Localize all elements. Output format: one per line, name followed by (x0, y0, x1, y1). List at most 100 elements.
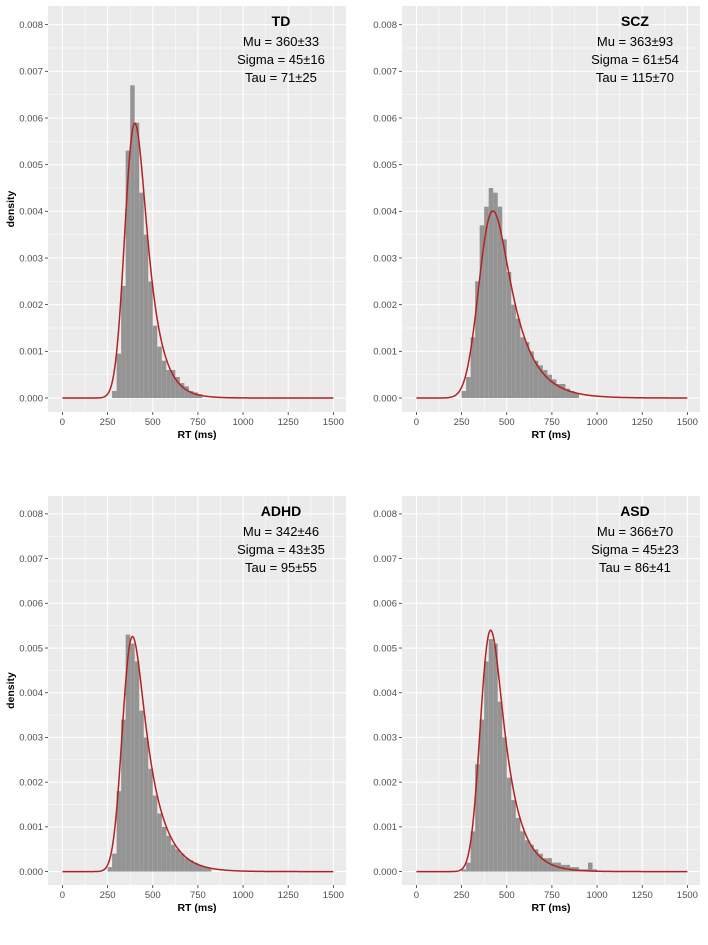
stat-annotation: Sigma = 43±35 (237, 542, 325, 557)
y-tick-label: 0.006 (19, 113, 43, 124)
y-axis-title: density (5, 672, 17, 709)
plot-background-scz (402, 6, 700, 412)
y-tick-label: 0.008 (373, 20, 397, 31)
histogram-bar (116, 791, 122, 872)
stat-annotation: Tau = 115±70 (596, 70, 674, 85)
y-tick-label: 0.006 (373, 599, 397, 610)
x-tick-label: 250 (454, 890, 470, 901)
y-tick-label: 0.006 (19, 599, 43, 610)
plot-background-adhd (48, 496, 346, 885)
histogram-bar (175, 849, 180, 872)
histogram-bar (493, 192, 498, 398)
x-axis-title: RT (ms) (531, 429, 570, 441)
histogram-bar (202, 867, 207, 872)
y-tick-label: 0.001 (373, 347, 397, 358)
y-tick-label: 0.005 (19, 643, 43, 654)
chart-svg-adhd: 0.000 0.001 0.002 0.003 0.004 0.005 0.006 0.007… (5, 496, 346, 914)
fit-curve-td (62, 122, 334, 399)
x-tick-label: 1000 (232, 890, 253, 901)
stat-annotation: Mu = 360±33 (243, 34, 319, 49)
y-tick-label: 0.007 (373, 554, 397, 565)
histogram-bar (461, 869, 467, 872)
histogram-bar (542, 858, 548, 872)
histogram-bar (157, 813, 162, 872)
y-tick-label: 0.001 (373, 822, 397, 833)
x-tick-label: 250 (100, 417, 116, 428)
histogram-bar (497, 206, 503, 398)
histogram-bar (533, 849, 539, 872)
x-tick-label: 1000 (232, 417, 253, 428)
x-tick-label: 0 (60, 890, 65, 901)
fit-curve-asd (416, 629, 688, 873)
panel-title-td: TD (272, 13, 291, 29)
y-axis-title: density (5, 190, 17, 227)
x-tick-label: 500 (145, 417, 161, 428)
y-tick-label: 0.004 (19, 688, 43, 699)
y-tick-label: 0.004 (373, 207, 397, 218)
histogram-bar (511, 304, 516, 398)
chart-svg-scz: 0.000 0.001 0.002 0.003 0.004 0.005 0.006 0.007… (373, 6, 700, 441)
histogram-bar (488, 639, 494, 872)
y-tick-label: 0.003 (19, 733, 43, 744)
histogram-bar (130, 85, 135, 398)
histogram-bar (143, 234, 149, 398)
histogram-bar (524, 840, 530, 872)
y-tick-label: 0.008 (19, 509, 43, 520)
plot-background-asd (402, 496, 700, 885)
x-tick-label: 1000 (586, 890, 607, 901)
histogram-bar (107, 867, 113, 872)
histogram-bar (148, 768, 153, 872)
y-tick-label: 0.002 (373, 300, 397, 311)
histogram-bar (551, 379, 557, 398)
histogram-bar (538, 365, 543, 398)
y-tick-label: 0.003 (373, 253, 397, 264)
y-tick-label: 0.004 (373, 688, 397, 699)
histogram-bar (520, 337, 525, 398)
y-tick-label: 0.007 (373, 67, 397, 78)
chart-svg-td: 0.000 0.001 0.002 0.003 0.004 0.005 0.006 0.007… (5, 6, 346, 441)
chart-panel-adhd: 0.000 0.001 0.002 0.003 0.004 0.005 0.006 0.007… (0, 490, 354, 945)
histogram-bar (170, 844, 176, 872)
histogram-bar (166, 370, 171, 398)
panel-title-adhd: ADHD (261, 503, 301, 519)
x-tick-label: 500 (145, 890, 161, 901)
chart-panel-asd: 0.000 0.001 0.002 0.003 0.004 0.005 0.006 0.007… (354, 490, 708, 945)
histogram-bar (161, 826, 167, 872)
histogram-bar (184, 386, 189, 398)
histogram-bar (529, 844, 534, 872)
histogram-bar (560, 384, 566, 398)
stat-annotation: Mu = 363±93 (597, 34, 673, 49)
stat-annotation: Sigma = 61±54 (591, 52, 679, 67)
x-axis-title: RT (ms) (177, 429, 216, 441)
histogram-bar (565, 864, 570, 872)
histogram-bar (475, 764, 480, 872)
histogram-bar (475, 281, 480, 398)
x-axis-title: RT (ms) (177, 902, 216, 914)
y-tick-label: 0.000 (373, 393, 397, 404)
panel-title-asd: ASD (620, 503, 650, 519)
histogram-bar (466, 862, 471, 872)
x-tick-label: 1250 (278, 890, 299, 901)
histogram-bar (506, 272, 512, 398)
histogram-bar (470, 337, 476, 398)
y-tick-label: 0.003 (19, 253, 43, 264)
y-tick-label: 0.005 (373, 160, 397, 171)
histogram-bar (121, 286, 126, 398)
histogram-bar (479, 225, 485, 398)
histogram-bar (139, 710, 144, 872)
histogram-bar (484, 206, 489, 398)
y-tick-label: 0.005 (19, 160, 43, 171)
y-tick-label: 0.001 (19, 822, 43, 833)
histogram-bar (511, 800, 516, 872)
x-tick-label: 1500 (323, 890, 344, 901)
x-tick-label: 1250 (632, 890, 653, 901)
histogram-bar (551, 862, 557, 872)
histogram-bar (116, 353, 122, 398)
histogram-bar (157, 346, 162, 398)
y-tick-label: 0.005 (373, 643, 397, 654)
y-tick-label: 0.008 (373, 509, 397, 520)
histogram-bar (542, 370, 548, 398)
histogram-bar (125, 150, 131, 398)
x-tick-label: 1500 (677, 417, 698, 428)
histogram-bar (193, 392, 198, 398)
